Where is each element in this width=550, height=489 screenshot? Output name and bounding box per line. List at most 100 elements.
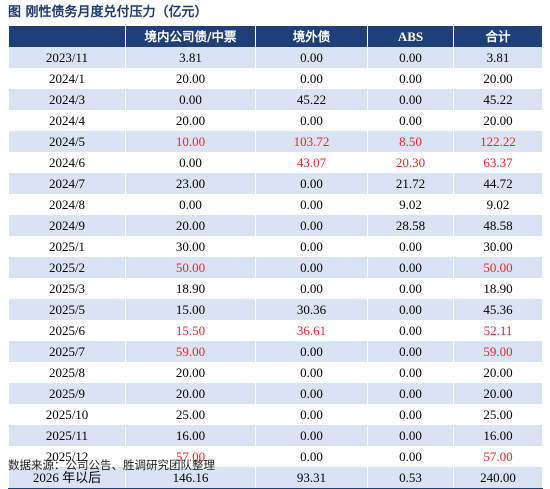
cell-domestic-bonds: 20.00 [125, 362, 256, 383]
cell-total: 59.00 [453, 341, 543, 362]
table-row: 2025/5 15.00 30.36 0.00 45.36 [8, 299, 543, 320]
table-row: 2023/11 3.81 0.00 0.00 3.81 [8, 47, 543, 68]
cell-offshore-bonds: 0.00 [255, 68, 368, 89]
cell-abs: 0.00 [367, 320, 454, 341]
cell-offshore-bonds: 0.00 [255, 404, 368, 425]
cell-offshore-bonds: 0.00 [255, 47, 368, 68]
cell-domestic-bonds: 23.00 [125, 173, 256, 194]
cell-domestic-bonds: 20.00 [125, 110, 256, 131]
cell-abs: 21.72 [367, 173, 454, 194]
cell-abs: 0.00 [367, 362, 454, 383]
cell-abs: 9.02 [367, 194, 454, 215]
table-row: 2024/8 0.00 0.00 9.02 9.02 [8, 194, 543, 215]
cell-total: 122.22 [453, 131, 543, 152]
cell-abs: 0.00 [367, 47, 454, 68]
cell-domestic-bonds: 30.00 [125, 236, 256, 257]
row-period: 2025/7 [8, 341, 126, 362]
cell-domestic-bonds: 57.00 [125, 446, 256, 467]
cell-domestic-bonds: 0.00 [125, 152, 256, 173]
table-row: 2025/1 30.00 0.00 0.00 30.00 [8, 236, 543, 257]
row-period: 2025/12 [8, 446, 126, 467]
table-row: 2025/10 25.00 0.00 0.00 25.00 [8, 404, 543, 425]
cell-abs: 0.00 [367, 299, 454, 320]
table-body: 2023/11 3.81 0.00 0.00 3.81 2024/1 20.00 0.00 0.… [8, 47, 543, 489]
table-row: 2025/12 57.00 0.00 0.00 57.00 [8, 446, 543, 467]
cell-domestic-bonds: 10.00 [125, 131, 256, 152]
cell-offshore-bonds: 0.00 [255, 362, 368, 383]
cell-abs: 20.30 [367, 152, 454, 173]
header-domestic-bonds: 境内公司债/中票 [125, 26, 256, 47]
cell-total: 20.00 [453, 383, 543, 404]
cell-total: 57.00 [453, 446, 543, 467]
cell-domestic-bonds: 20.00 [125, 215, 256, 236]
cell-domestic-bonds: 16.00 [125, 425, 256, 446]
cell-abs: 0.53 [367, 467, 454, 489]
row-period: 2025/6 [8, 320, 126, 341]
row-period: 2025/5 [8, 299, 126, 320]
row-period: 2024/3 [8, 89, 126, 110]
cell-total: 45.36 [453, 299, 543, 320]
figure-title: 图 刚性债务月度兑付压力（亿元） [8, 5, 208, 20]
row-period: 2024/7 [8, 173, 126, 194]
table-row: 2025/7 59.00 0.00 0.00 59.00 [8, 341, 543, 362]
cell-total: 48.58 [453, 215, 543, 236]
row-period: 2025/8 [8, 362, 126, 383]
cell-domestic-bonds: 18.90 [125, 278, 256, 299]
cell-offshore-bonds: 0.00 [255, 383, 368, 404]
cell-abs: 0.00 [367, 68, 454, 89]
header-period [8, 26, 126, 47]
table-row: 2024/3 0.00 45.22 0.00 45.22 [8, 89, 543, 110]
table-row: 2025/6 15.50 36.61 0.00 52.11 [8, 320, 543, 341]
cell-total: 3.81 [453, 47, 543, 68]
cell-total: 44.72 [453, 173, 543, 194]
table-row: 2025/3 18.90 0.00 0.00 18.90 [8, 278, 543, 299]
cell-total: 52.11 [453, 320, 543, 341]
row-period: 2024/4 [8, 110, 126, 131]
cell-offshore-bonds: 0.00 [255, 173, 368, 194]
cell-domestic-bonds: 3.81 [125, 47, 256, 68]
row-period: 2024/8 [8, 194, 126, 215]
cell-total: 240.00 [453, 467, 543, 489]
cell-domestic-bonds: 59.00 [125, 341, 256, 362]
row-period: 2024/5 [8, 131, 126, 152]
cell-abs: 0.00 [367, 425, 454, 446]
cell-abs: 0.00 [367, 446, 454, 467]
cell-offshore-bonds: 45.22 [255, 89, 368, 110]
cell-abs: 28.58 [367, 215, 454, 236]
data-source-note: 数据来源：公司公告、胜调研究团队整理 [8, 458, 215, 472]
cell-offshore-bonds: 36.61 [255, 320, 368, 341]
table-row: 2024/5 10.00 103.72 8.50 122.22 [8, 131, 543, 152]
row-period: 2023/11 [8, 47, 126, 68]
cell-abs: 8.50 [367, 131, 454, 152]
cell-domestic-bonds: 0.00 [125, 89, 256, 110]
cell-offshore-bonds: 93.31 [255, 467, 368, 489]
cell-total: 20.00 [453, 110, 543, 131]
table-header-row: 境内公司债/中票 境外债 ABS 合计 [8, 26, 543, 47]
table-row: 2025/8 20.00 0.00 0.00 20.00 [8, 362, 543, 383]
cell-total: 18.90 [453, 278, 543, 299]
cell-offshore-bonds: 30.36 [255, 299, 368, 320]
cell-abs: 0.00 [367, 89, 454, 110]
cell-total: 9.02 [453, 194, 543, 215]
table-row: 2024/4 20.00 0.00 0.00 20.00 [8, 110, 543, 131]
row-period: 2024/1 [8, 68, 126, 89]
cell-abs: 0.00 [367, 278, 454, 299]
debt-maturity-table: 境内公司债/中票 境外债 ABS 合计 2023/11 3.81 0.00 0.00 3… [8, 26, 543, 489]
cell-abs: 0.00 [367, 236, 454, 257]
cell-abs: 0.00 [367, 383, 454, 404]
cell-offshore-bonds: 103.72 [255, 131, 368, 152]
row-period: 2024/9 [8, 215, 126, 236]
cell-abs: 0.00 [367, 257, 454, 278]
cell-offshore-bonds: 0.00 [255, 215, 368, 236]
row-period: 2024/6 [8, 152, 126, 173]
row-period: 2025/2 [8, 257, 126, 278]
cell-offshore-bonds: 0.00 [255, 425, 368, 446]
cell-abs: 0.00 [367, 404, 454, 425]
cell-total: 16.00 [453, 425, 543, 446]
table-row: 2024/7 23.00 0.00 21.72 44.72 [8, 173, 543, 194]
cell-total: 20.00 [453, 68, 543, 89]
cell-offshore-bonds: 0.00 [255, 257, 368, 278]
cell-domestic-bonds: 25.00 [125, 404, 256, 425]
cell-domestic-bonds: 15.50 [125, 320, 256, 341]
cell-total: 63.37 [453, 152, 543, 173]
